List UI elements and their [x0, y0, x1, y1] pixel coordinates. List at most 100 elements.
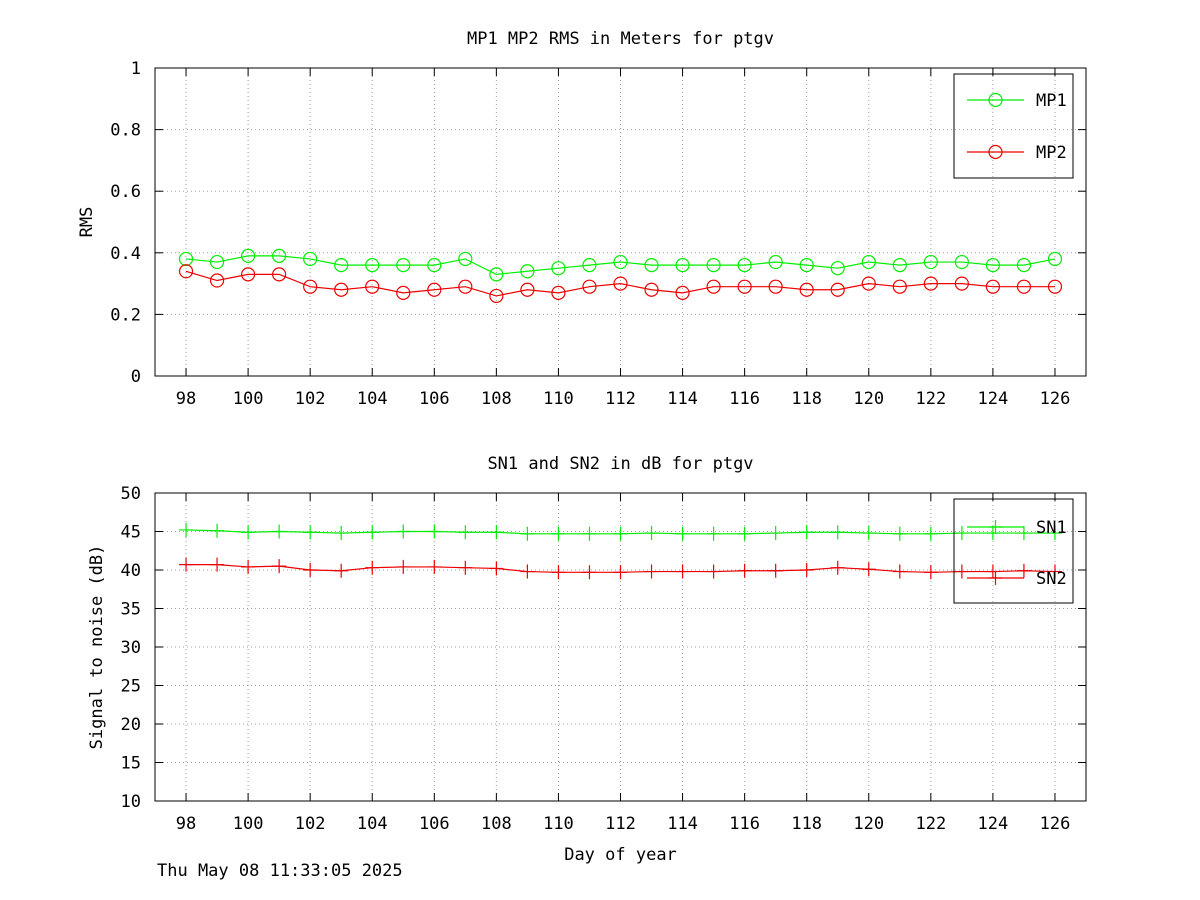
y-tick-label: 10: [121, 792, 141, 812]
x-tick-label: 118: [791, 389, 822, 409]
y-tick-label: 0.2: [110, 305, 141, 325]
data-point-mp2: [644, 282, 659, 297]
data-point-mp1: [272, 248, 287, 263]
data-point-mp2: [458, 279, 473, 294]
x-tick-label: 102: [295, 814, 326, 834]
y-tick-label: 0: [131, 367, 141, 387]
data-point-mp1: [675, 258, 690, 273]
plot-frame: [154, 492, 1087, 802]
data-point-mp2: [923, 276, 938, 291]
data-point-sn1: [799, 525, 814, 540]
data-point-sn1: [768, 526, 783, 541]
legend-marker-mp2: [988, 144, 1003, 160]
data-point-sn1: [489, 525, 504, 540]
data-point-mp2: [737, 279, 752, 294]
data-point-sn1: [737, 526, 752, 541]
timestamp-label: Thu May 08 11:33:05 2025: [157, 861, 403, 881]
legend-marker-sn2: [988, 571, 1003, 585]
x-tick-label: 122: [915, 389, 946, 409]
y-tick-label: 1: [131, 59, 141, 79]
y-axis-label: Signal to noise (dB): [87, 545, 107, 750]
data-point-mp2: [830, 282, 845, 297]
data-point-mp2: [178, 264, 194, 279]
data-point-sn1: [892, 526, 907, 541]
data-point-sn1: [954, 526, 969, 541]
plot-frame: [154, 67, 1087, 377]
data-point-sn2: [985, 564, 1000, 579]
data-point-sn2: [210, 557, 225, 572]
data-point-mp2: [1047, 279, 1063, 294]
data-point-sn2: [799, 563, 814, 577]
x-tick-label: 124: [978, 814, 1009, 834]
y-tick-label: 25: [121, 677, 141, 697]
x-tick-label: 116: [729, 814, 760, 834]
x-tick-label: 108: [481, 814, 512, 834]
x-tick-label: 116: [729, 389, 760, 409]
data-point-mp1: [1016, 258, 1032, 273]
data-point-mp2: [613, 276, 628, 291]
y-tick-label: 15: [121, 754, 141, 774]
legend-marker-sn1: [988, 520, 1003, 534]
data-point-mp2: [520, 282, 535, 297]
data-point-mp1: [520, 264, 535, 279]
data-point-mp1: [737, 258, 752, 273]
data-point-mp1: [303, 251, 318, 267]
data-point-sn2: [272, 559, 287, 574]
data-point-sn1: [241, 525, 256, 540]
data-point-sn2: [1047, 564, 1062, 579]
data-point-mp1: [582, 258, 597, 273]
y-tick-label: 45: [121, 523, 141, 543]
data-point-mp2: [365, 279, 380, 294]
data-point-sn2: [861, 562, 876, 577]
x-tick-label: 98: [176, 389, 196, 409]
y-tick-label: 20: [121, 715, 141, 735]
data-point-mp1: [985, 258, 1001, 273]
x-tick-label: 108: [481, 389, 512, 409]
x-tick-label: 118: [791, 814, 822, 834]
data-point-sn1: [706, 526, 721, 541]
y-axis-label: RMS: [77, 207, 97, 238]
data-point-mp2: [768, 279, 783, 294]
data-point-sn2: [613, 565, 628, 580]
data-point-sn1: [365, 525, 380, 540]
data-point-mp2: [1016, 279, 1032, 294]
x-tick-label: 110: [543, 814, 574, 834]
data-point-sn1: [427, 524, 442, 539]
x-tick-label: 100: [233, 389, 264, 409]
data-point-mp1: [241, 248, 256, 263]
data-point-sn2: [179, 557, 194, 572]
data-point-mp2: [706, 279, 721, 294]
data-point-mp1: [458, 251, 473, 267]
data-point-mp1: [178, 251, 194, 267]
data-point-mp1: [209, 254, 225, 270]
data-point-mp2: [892, 279, 907, 294]
data-point-mp2: [675, 285, 690, 300]
data-point-mp1: [334, 258, 349, 273]
x-tick-label: 100: [233, 814, 264, 834]
chart-title: MP1 MP2 RMS in Meters for ptgv: [467, 29, 774, 49]
y-tick-label: 35: [121, 600, 141, 620]
x-tick-label: 112: [605, 814, 636, 834]
data-point-sn1: [985, 526, 1000, 541]
data-point-mp1: [799, 258, 814, 273]
data-point-sn2: [458, 560, 473, 575]
x-tick-label: 110: [543, 389, 574, 409]
y-tick-label: 30: [121, 638, 141, 658]
x-tick-label: 124: [978, 389, 1009, 409]
x-tick-label: 104: [357, 389, 388, 409]
data-point-sn1: [582, 526, 597, 541]
data-point-sn1: [458, 525, 473, 540]
data-point-sn2: [520, 564, 535, 579]
data-point-sn2: [427, 559, 442, 574]
x-tick-label: 120: [853, 389, 884, 409]
mp-rms-panel: 98 100 102 104 106 108 110 112 114 116 118 120 122 12…: [77, 29, 1087, 409]
legend-label-mp2: MP2: [1036, 143, 1067, 163]
x-axis-label: Day of year: [564, 845, 677, 865]
data-point-mp1: [830, 261, 845, 276]
x-tick-label: 106: [419, 389, 450, 409]
legend-box: [953, 73, 1074, 179]
series-line-mp2: [185, 270, 1055, 297]
data-point-mp1: [613, 254, 628, 270]
data-point-sn1: [334, 526, 349, 541]
data-point-mp1: [1047, 251, 1063, 267]
